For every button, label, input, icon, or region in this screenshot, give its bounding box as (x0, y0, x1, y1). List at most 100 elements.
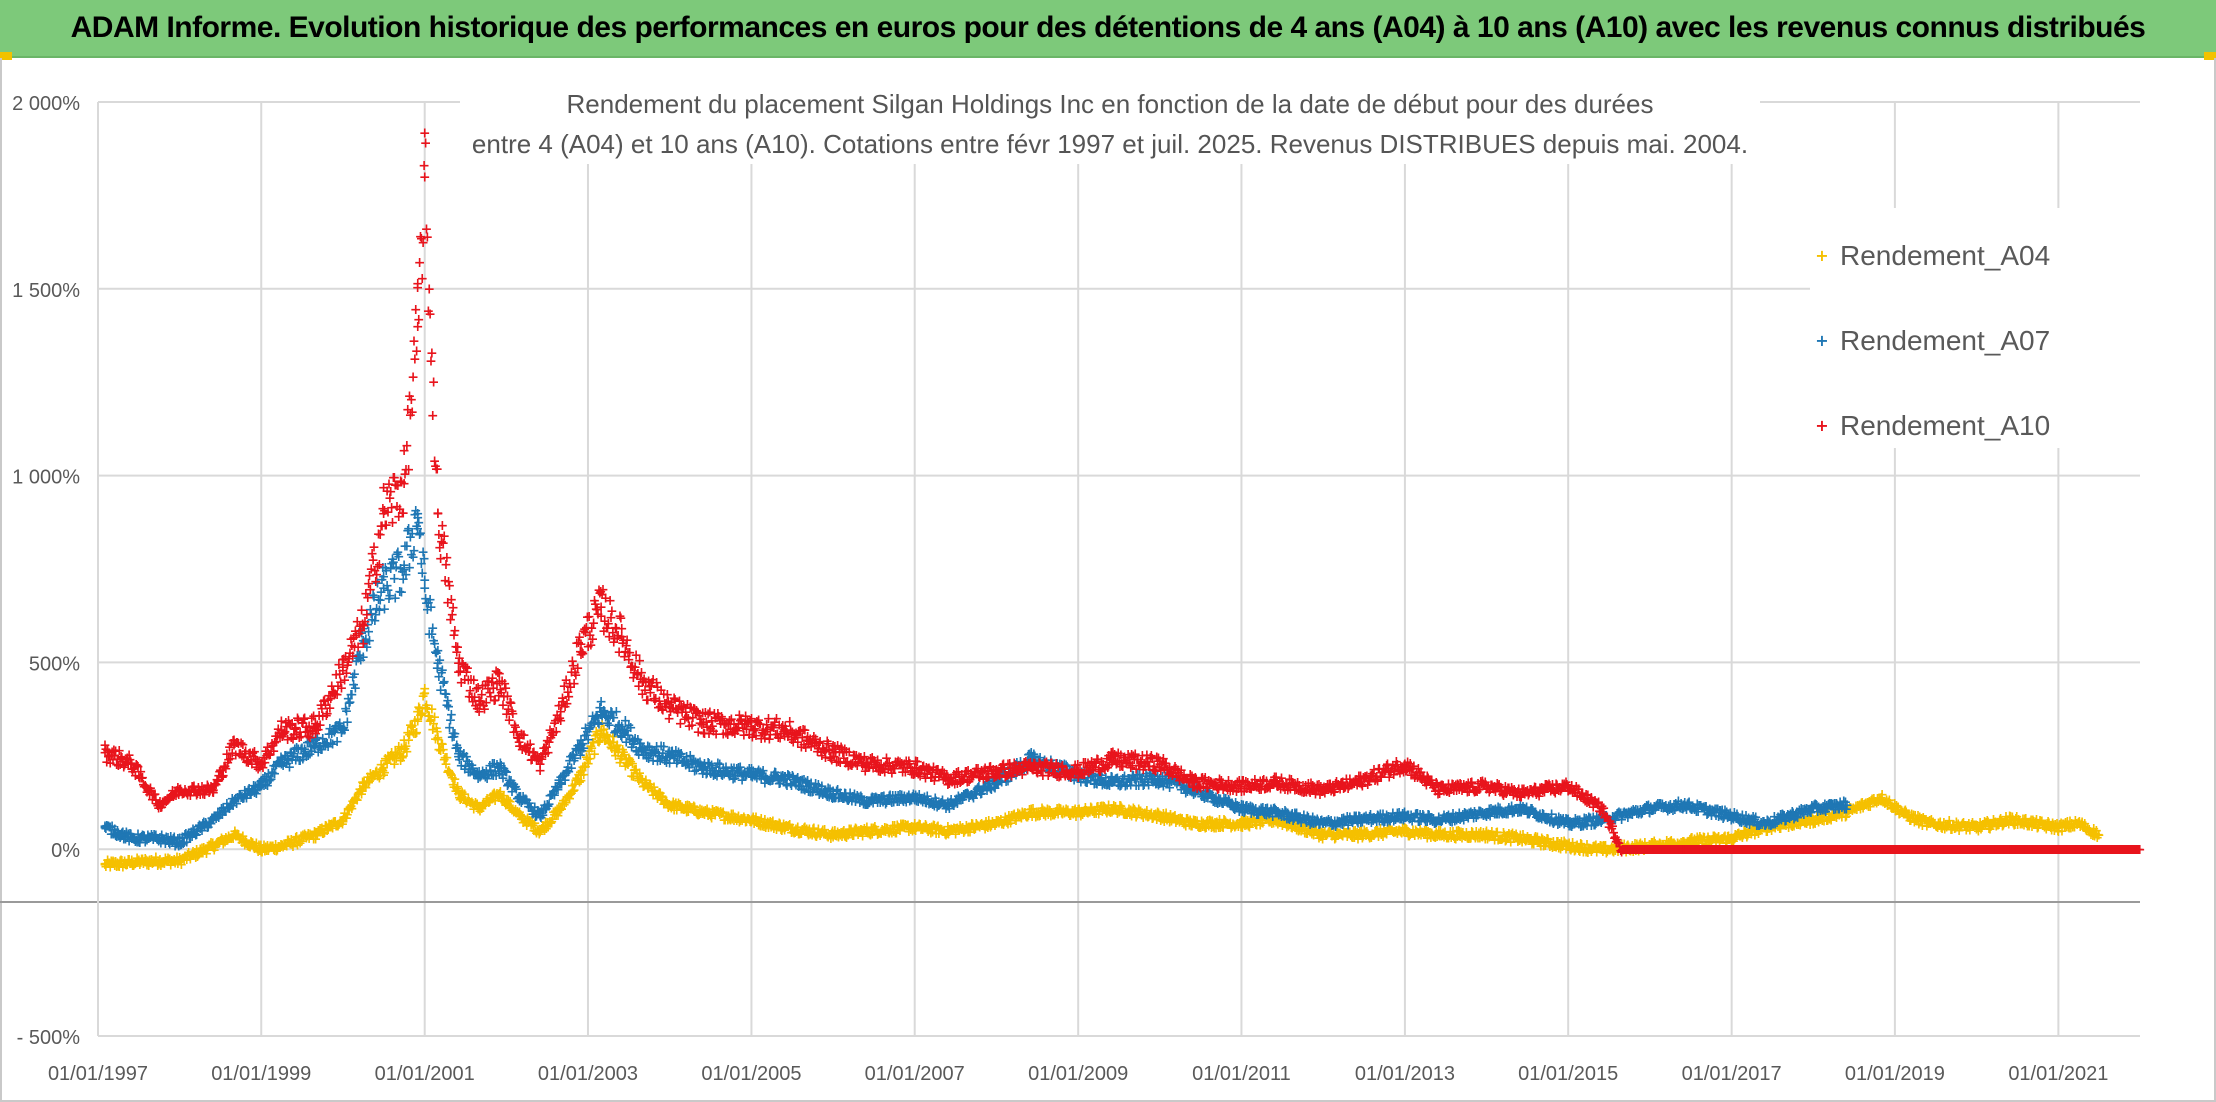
data-point: + (201, 843, 213, 859)
data-point: + (301, 831, 313, 847)
data-point: + (278, 838, 290, 854)
data-point: + (274, 840, 286, 856)
data-point: + (348, 795, 360, 811)
data-point: + (215, 833, 227, 849)
data-point: + (1072, 805, 1084, 821)
data-point: + (157, 855, 169, 871)
data-point: + (242, 838, 254, 854)
data-point: + (324, 817, 336, 833)
data-point: + (338, 810, 350, 826)
data-point: + (329, 814, 341, 830)
data-point: + (357, 774, 369, 790)
data-point: + (354, 781, 366, 797)
data-point: + (253, 838, 265, 854)
y-tick-label: - 500% (17, 1027, 81, 1049)
data-point: + (356, 786, 368, 802)
data-point: + (431, 462, 443, 478)
data-point: + (320, 818, 332, 834)
data-point: + (296, 834, 308, 850)
data-point: + (419, 581, 431, 597)
data-point: + (2005, 812, 2017, 828)
data-point: + (166, 853, 178, 869)
data-point: + (342, 801, 354, 817)
data-point: + (2093, 827, 2105, 843)
data-point: + (179, 848, 191, 864)
data-point: + (322, 822, 334, 838)
data-point: + (221, 832, 233, 848)
data-point: + (240, 833, 252, 849)
data-point: + (236, 835, 248, 851)
data-point: + (175, 852, 187, 868)
data-point: + (208, 838, 220, 854)
data-point: + (231, 829, 243, 845)
corner-mark-left (0, 52, 12, 60)
data-point: + (105, 853, 117, 869)
data-point: + (128, 858, 140, 874)
data-point: + (326, 817, 338, 833)
data-point: + (172, 856, 184, 872)
banner-title: ADAM Informe. Evolution historique des p… (71, 11, 2146, 45)
data-point: + (378, 760, 390, 776)
data-point: + (102, 853, 114, 869)
data-point: + (167, 854, 179, 870)
data-point: + (664, 797, 676, 813)
data-point: + (202, 839, 214, 855)
data-point: + (204, 837, 216, 853)
data-point: + (420, 135, 432, 151)
data-point: + (130, 855, 142, 871)
data-point: + (255, 845, 267, 861)
data-point: + (110, 854, 122, 870)
data-point: + (152, 858, 164, 874)
data-point: + (162, 850, 174, 866)
data-point: + (238, 834, 250, 850)
data-point: + (184, 851, 196, 867)
data-point: + (297, 827, 309, 843)
data-point: + (248, 839, 260, 855)
data-point: + (233, 832, 245, 848)
data-point: + (188, 846, 200, 862)
data-point: + (254, 843, 266, 859)
data-point: + (148, 855, 160, 871)
data-point: + (159, 856, 171, 872)
y-tick-label: 2 000% (12, 93, 80, 115)
data-point: + (357, 636, 369, 652)
data-point: + (243, 839, 255, 855)
data-point: + (361, 773, 373, 789)
data-point: + (335, 814, 347, 830)
data-point: + (104, 855, 116, 871)
data-point: + (230, 826, 242, 842)
data-point: + (990, 816, 1002, 832)
data-point: + (138, 854, 150, 870)
data-point: + (316, 820, 328, 836)
data-point: + (1351, 812, 1363, 828)
data-point: + (160, 854, 172, 870)
data-point: + (228, 827, 240, 843)
data-point: + (334, 815, 346, 831)
data-point: + (250, 839, 262, 855)
data-point: + (104, 860, 116, 876)
data-point: + (225, 831, 237, 847)
data-point: + (445, 707, 457, 723)
data-point: + (310, 825, 322, 841)
data-point: + (315, 824, 327, 840)
data-point: + (273, 839, 285, 855)
data-point: + (234, 831, 246, 847)
x-tick-label: 01/01/2017 (1682, 1063, 1782, 1085)
data-point: + (171, 849, 183, 865)
data-point: + (1269, 805, 1281, 821)
data-point: + (575, 738, 587, 754)
data-point: + (255, 842, 267, 858)
data-point: + (301, 828, 313, 844)
data-point: + (337, 816, 349, 832)
data-point: + (174, 850, 186, 866)
data-point: + (270, 837, 282, 853)
data-point: + (357, 775, 369, 791)
data-point: + (194, 842, 206, 858)
data-point: + (199, 843, 211, 859)
data-point: + (114, 854, 126, 870)
data-point: + (453, 749, 465, 765)
data-point: + (225, 830, 237, 846)
data-point: + (233, 827, 245, 843)
data-point: + (1399, 809, 1411, 825)
data-point: + (428, 375, 440, 391)
